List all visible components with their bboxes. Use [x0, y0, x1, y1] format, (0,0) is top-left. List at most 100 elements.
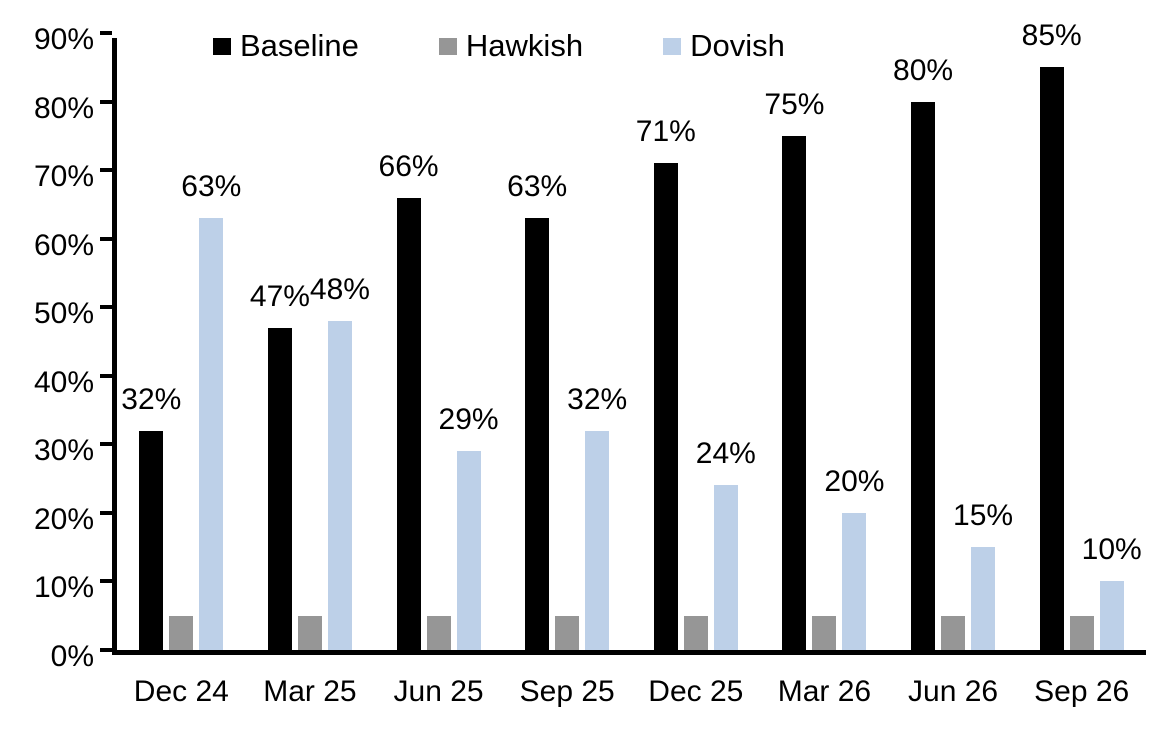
y-axis-tick-label: 90% — [33, 23, 94, 56]
dovish-bar-slot: 29% — [439, 38, 499, 650]
dovish-bar-value-label: 29% — [438, 403, 499, 437]
y-axis-tick-label: 30% — [33, 434, 94, 468]
y-axis-tick — [100, 236, 112, 241]
baseline-bar — [396, 197, 421, 650]
hawkish-bar-slot — [941, 38, 966, 650]
y-axis-tick — [100, 510, 112, 515]
x-axis-category-label: Dec 24 — [133, 675, 229, 708]
legend-label-hawkish: Hawkish — [465, 28, 584, 63]
x-axis-category-label: Sep 26 — [1034, 675, 1130, 708]
bar-group: 66% 29% — [374, 38, 503, 650]
dovish-bar-value-label: 63% — [181, 170, 242, 204]
hawkish-bar-slot — [812, 38, 837, 650]
baseline-bar-value-label: 66% — [378, 149, 439, 183]
dovish-bar — [713, 485, 738, 650]
baseline-bar-slot: 80% — [893, 38, 953, 650]
y-axis-tick — [100, 579, 112, 584]
y-axis-tick-label: 50% — [33, 297, 94, 331]
legend-label-baseline: Baseline — [240, 28, 359, 63]
bar-groups: 32% 63% 47% 48% 66% 29% 63% 32% 71% 24% 75% 20% 80% 1… — [117, 19, 1146, 650]
baseline-bar-value-label: 75% — [764, 87, 825, 121]
legend: Baseline Hawkish Dovish — [213, 28, 785, 64]
baseline-bar-value-label: 80% — [893, 53, 954, 87]
dovish-bar-value-label: 20% — [824, 464, 885, 498]
dovish-bar — [456, 451, 481, 650]
baseline-bar-value-label: 63% — [507, 170, 568, 204]
hawkish-bar-slot — [297, 38, 322, 650]
dovish-bar-value-label: 15% — [953, 499, 1014, 533]
baseline-bar-slot: 75% — [764, 38, 824, 650]
baseline-bar-slot: 47% — [250, 38, 310, 650]
y-axis-tick — [100, 305, 112, 310]
legend-item-hawkish: Hawkish — [438, 28, 584, 64]
dovish-bar-slot: 15% — [953, 38, 1013, 650]
hawkish-bar-slot — [683, 38, 708, 650]
hawkish-swatch-icon — [438, 37, 457, 55]
baseline-bar — [653, 163, 678, 650]
dovish-swatch-icon — [663, 37, 682, 55]
dovish-bar-slot: 20% — [824, 38, 884, 650]
baseline-bar — [1039, 67, 1064, 650]
hawkish-bar — [683, 615, 708, 650]
baseline-bar — [267, 327, 292, 650]
baseline-bar-value-label: 47% — [249, 279, 310, 313]
dovish-bar-slot: 48% — [310, 38, 370, 650]
dovish-bar-slot: 32% — [567, 38, 627, 650]
bar-group: 80% 15% — [889, 38, 1018, 650]
dovish-bar-value-label: 24% — [695, 437, 756, 471]
dovish-bar — [585, 430, 610, 650]
hawkish-bar-slot — [426, 38, 451, 650]
x-axis-labels: Dec 24 Mar 25 Jun 25 Sep 25 Dec 25 Mar 26 Jun … — [117, 674, 1146, 710]
hawkish-bar — [1069, 615, 1094, 650]
baseline-bar-value-label: 85% — [1021, 19, 1082, 53]
bar-group: 71% 24% — [632, 38, 761, 650]
hawkish-bar — [941, 615, 966, 650]
y-axis-tick-label: 70% — [33, 160, 94, 194]
baseline-bar-slot: 71% — [636, 38, 696, 650]
legend-item-dovish: Dovish — [663, 28, 785, 64]
x-axis-category-label: Sep 25 — [519, 675, 615, 708]
y-axis-tick — [100, 442, 112, 447]
plot-area: 32% 63% 47% 48% 66% 29% 63% 32% 71% 24% 75% 20% 80% 1… — [100, 19, 1146, 655]
y-axis-tick — [100, 648, 112, 652]
y-axis-tick — [100, 31, 112, 35]
hawkish-bar — [555, 615, 580, 650]
dovish-bar-slot: 10% — [1082, 38, 1142, 650]
legend-label-dovish: Dovish — [690, 28, 785, 63]
hawkish-bar — [297, 615, 322, 650]
y-axis-tick — [100, 168, 112, 173]
y-axis-tick — [100, 373, 112, 378]
baseline-bar-slot: 85% — [1022, 19, 1082, 650]
dovish-bar — [971, 547, 996, 650]
y-axis-tick-label: 40% — [33, 365, 94, 399]
baseline-bar — [525, 218, 550, 650]
bar-group: 32% 63% — [117, 38, 246, 650]
dovish-bar-value-label: 10% — [1081, 533, 1142, 567]
legend-item-baseline: Baseline — [213, 28, 359, 64]
x-axis-category-label: Jun 25 — [393, 675, 484, 708]
dovish-bar — [199, 218, 224, 650]
bar-group: 47% 48% — [246, 38, 375, 650]
baseline-bar — [911, 101, 936, 650]
x-axis-category-label: Mar 26 — [777, 675, 872, 708]
dovish-bar — [842, 512, 867, 650]
bar-group: 75% 20% — [760, 38, 889, 650]
baseline-bar-slot: 32% — [121, 38, 181, 650]
y-axis-tick-label: 60% — [33, 228, 94, 262]
hawkish-bar-slot — [555, 38, 580, 650]
x-axis-category-label: Mar 25 — [263, 675, 357, 708]
dovish-bar-slot: 63% — [181, 38, 241, 650]
baseline-bar-slot: 63% — [507, 38, 567, 650]
dovish-bar-slot: 24% — [696, 38, 756, 650]
baseline-bar-slot: 66% — [379, 38, 439, 650]
dovish-bar-value-label: 48% — [309, 272, 370, 306]
x-axis-category-label: Dec 25 — [648, 675, 744, 708]
y-axis-tick-label: 0% — [50, 640, 94, 673]
bar-group: 85% 10% — [1017, 19, 1146, 650]
y-axis-tick-label: 80% — [33, 91, 94, 125]
baseline-swatch-icon — [213, 37, 231, 55]
dovish-bar — [1099, 581, 1124, 650]
baseline-bar — [139, 430, 164, 650]
baseline-bar-value-label: 32% — [121, 382, 182, 416]
